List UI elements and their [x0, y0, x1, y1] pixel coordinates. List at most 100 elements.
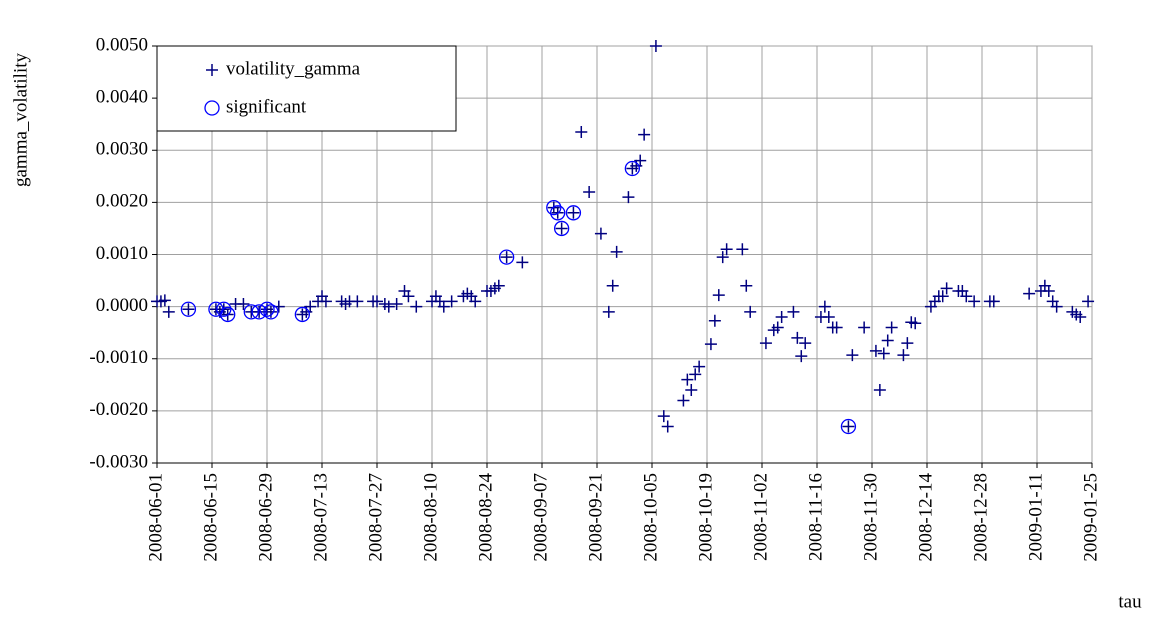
- point: [602, 305, 615, 318]
- point: [936, 290, 949, 303]
- point: [550, 205, 566, 221]
- point: [634, 154, 647, 167]
- point: [822, 311, 835, 324]
- point: [968, 295, 981, 308]
- point: [791, 331, 804, 344]
- point: [877, 347, 890, 360]
- point: [736, 243, 749, 256]
- x-tick-label: 2008-11-02: [750, 473, 771, 561]
- point: [873, 384, 886, 397]
- point: [243, 304, 259, 320]
- point: [237, 298, 250, 311]
- x-tick-label: 2009-01-25: [1080, 473, 1101, 562]
- x-tick-label: 2008-12-28: [970, 473, 991, 562]
- point: [162, 305, 175, 318]
- point: [858, 321, 871, 334]
- point: [575, 126, 588, 139]
- point: [445, 295, 458, 308]
- x-tick-label: 2008-09-07: [530, 473, 551, 562]
- point: [842, 420, 855, 433]
- point: [1042, 284, 1055, 297]
- point: [689, 368, 702, 381]
- point: [351, 295, 364, 308]
- point: [263, 304, 279, 320]
- x-tick-label: 2009-01-11: [1025, 473, 1046, 561]
- point: [500, 251, 513, 264]
- x-tick-label: 2008-07-27: [365, 473, 386, 562]
- point: [610, 245, 623, 258]
- point: [216, 301, 232, 317]
- x-tick-label: 2008-06-15: [200, 473, 221, 562]
- x-tick-label: 2008-10-05: [640, 473, 661, 562]
- point: [437, 300, 450, 313]
- point: [253, 305, 266, 318]
- point: [304, 300, 317, 313]
- point: [740, 279, 753, 292]
- point: [795, 350, 808, 363]
- point: [158, 294, 171, 307]
- x-tick-label: 2008-06-29: [255, 473, 276, 562]
- point: [371, 295, 383, 308]
- point: [220, 306, 236, 323]
- y-tick-label: -0.0010: [89, 347, 148, 368]
- y-tick-label: 0.0050: [96, 34, 148, 55]
- point: [606, 279, 619, 292]
- point: [382, 300, 395, 313]
- point: [677, 394, 690, 407]
- y-tick-label: 0.0000: [96, 295, 148, 316]
- x-tick-label: 2008-08-10: [420, 473, 441, 562]
- point: [720, 243, 733, 256]
- point: [885, 321, 898, 334]
- point: [775, 311, 788, 324]
- point: [565, 205, 582, 221]
- point: [759, 337, 772, 350]
- point: [771, 321, 784, 334]
- x-tick-label: 2008-06-01: [145, 473, 166, 562]
- point: [787, 305, 800, 318]
- point: [897, 349, 910, 362]
- point: [319, 295, 332, 308]
- point: [1050, 300, 1063, 313]
- point: [622, 191, 635, 204]
- point: [498, 249, 515, 265]
- x-tick-label: 2008-10-19: [695, 473, 716, 562]
- point: [492, 279, 505, 292]
- point: [546, 199, 562, 216]
- point: [940, 282, 953, 295]
- point: [712, 289, 725, 302]
- point: [846, 349, 859, 362]
- x-tick-label: 2008-11-16: [805, 473, 826, 561]
- point: [410, 300, 423, 313]
- point: [716, 251, 729, 264]
- point: [469, 295, 482, 308]
- y-tick-label: 0.0020: [96, 191, 148, 212]
- point: [555, 222, 568, 235]
- point: [909, 317, 922, 330]
- point: [744, 305, 757, 318]
- point: [685, 384, 698, 397]
- point: [1074, 311, 1087, 324]
- y-tick-label: -0.0020: [89, 399, 148, 420]
- point: [840, 418, 857, 435]
- point: [869, 344, 882, 357]
- point: [799, 337, 812, 350]
- point: [624, 160, 641, 177]
- point: [567, 206, 580, 219]
- point: [704, 338, 717, 351]
- point: [693, 360, 706, 373]
- x-axis-label: tau: [1118, 591, 1142, 612]
- point: [553, 220, 570, 237]
- legend-marker: [204, 100, 220, 116]
- legend-label: significant: [226, 96, 307, 117]
- point: [681, 373, 694, 386]
- point: [830, 321, 843, 334]
- legend-box: [156, 45, 457, 132]
- legend-label: volatility_gamma: [226, 58, 361, 79]
- point: [708, 314, 721, 327]
- y-axis-label: gamma_volatility: [10, 52, 31, 187]
- legend-marker: [206, 64, 218, 76]
- point: [649, 40, 662, 52]
- point: [638, 128, 651, 141]
- point: [402, 290, 415, 303]
